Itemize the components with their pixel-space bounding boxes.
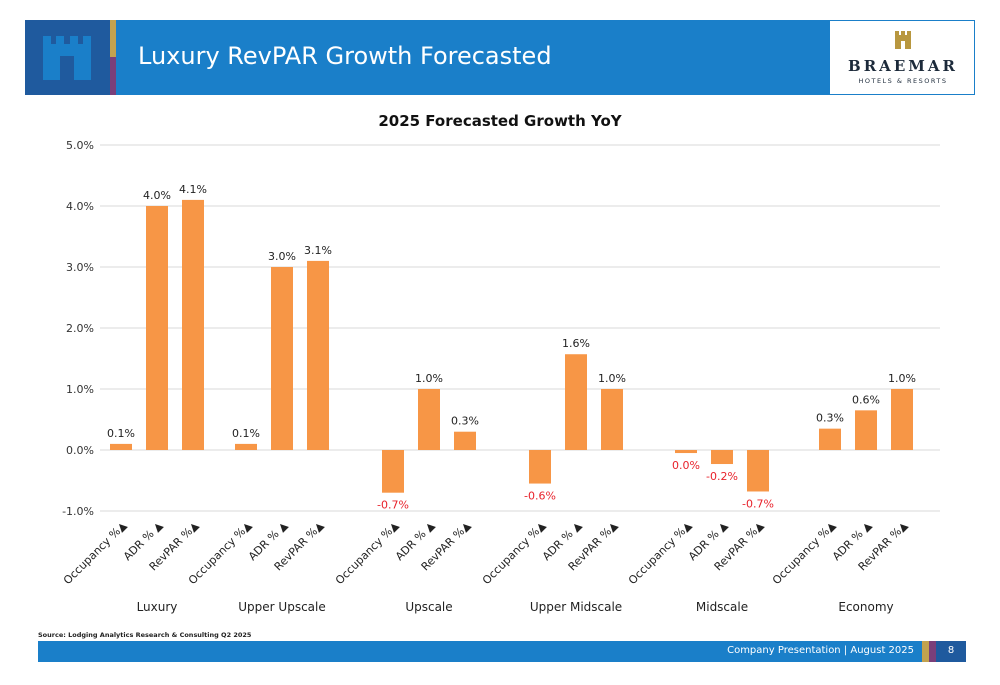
bar (382, 450, 404, 493)
data-label: 1.6% (562, 337, 590, 350)
bar (182, 199, 204, 450)
bar (235, 443, 257, 450)
data-label: 0.0% (672, 459, 700, 472)
source-note: Source: Lodging Analytics Research & Con… (38, 631, 252, 639)
bar (601, 389, 623, 450)
slide-header: Luxury RevPAR Growth Forecasted BRAEMAR … (25, 20, 975, 95)
bar (565, 354, 587, 450)
group-label: Midscale (696, 600, 748, 614)
footer-purple-stripe (929, 641, 936, 662)
data-label: 0.1% (107, 427, 135, 440)
bar (454, 431, 476, 450)
header-icon-box (25, 20, 110, 95)
data-label: 4.1% (179, 183, 207, 196)
data-label: 0.1% (232, 427, 260, 440)
bar (146, 206, 168, 450)
y-tick-label: 1.0% (66, 383, 94, 396)
logo-subtitle: HOTELS & RESORTS (858, 77, 948, 85)
data-label: -0.7% (742, 497, 774, 510)
x-tick-label: Occupancy %▲ (480, 519, 549, 588)
group-label: Economy (838, 600, 893, 614)
data-label: 4.0% (143, 189, 171, 202)
footer-bar: Company Presentation | August 2025 (38, 641, 922, 662)
bar (529, 450, 551, 484)
x-tick-label: Occupancy %▲ (626, 519, 695, 588)
bar (819, 428, 841, 450)
footer-text: Company Presentation | August 2025 (727, 645, 914, 656)
bar (855, 410, 877, 450)
group-label: Upper Upscale (238, 600, 325, 614)
group-label: Upscale (405, 600, 452, 614)
castle-icon (43, 36, 91, 80)
x-tick-label: Occupancy %▲ (61, 519, 130, 588)
group-label: Upper Midscale (530, 600, 622, 614)
data-label: 3.0% (268, 250, 296, 263)
data-label: -0.6% (524, 490, 556, 503)
x-tick-label: Occupancy %▲ (333, 519, 402, 588)
y-tick-label: 4.0% (66, 200, 94, 213)
data-label: 1.0% (888, 372, 916, 385)
data-label: 0.3% (816, 412, 844, 425)
y-tick-label: -1.0% (62, 505, 94, 518)
footer-gold-stripe (922, 641, 929, 662)
bar (418, 389, 440, 450)
y-tick-label: 0.0% (66, 444, 94, 457)
logo-name: BRAEMAR (848, 57, 958, 75)
bar (891, 389, 913, 450)
logo-castle-icon (895, 31, 911, 49)
company-logo: BRAEMAR HOTELS & RESORTS (829, 20, 975, 95)
bar (271, 267, 293, 450)
bar (711, 450, 733, 465)
bar (675, 450, 697, 454)
y-tick-label: 3.0% (66, 261, 94, 274)
x-tick-label: Occupancy %▲ (770, 519, 839, 588)
data-label: 1.0% (415, 372, 443, 385)
page-number: 8 (947, 645, 955, 656)
data-label: -0.2% (706, 470, 738, 483)
group-label: Luxury (137, 600, 178, 614)
data-label: 0.3% (451, 415, 479, 428)
data-label: 1.0% (598, 372, 626, 385)
data-label: 3.1% (304, 244, 332, 257)
data-label: -0.7% (377, 499, 409, 512)
y-tick-label: 2.0% (66, 322, 94, 335)
data-label: 0.6% (852, 393, 880, 406)
y-tick-label: 5.0% (66, 139, 94, 152)
page-number-box: 8 (936, 641, 966, 662)
bar (307, 260, 329, 450)
header-purple-stripe (110, 57, 116, 95)
header-title-bar: Luxury RevPAR Growth Forecasted (116, 20, 829, 95)
bar-chart: -1.0% 0.0% 1.0% 2.0% 3.0% 4.0% 5.0% 0.1% Occupan… (61, 139, 940, 614)
header-gold-stripe (110, 20, 116, 57)
chart-title: 2025 Forecasted Growth YoY (378, 112, 622, 130)
bar (110, 443, 132, 450)
chart-area: 2025 Forecasted Growth YoY -1.0% 0.0% 1.0%… (0, 100, 1000, 625)
slide-title: Luxury RevPAR Growth Forecasted (138, 42, 552, 70)
bar (747, 450, 769, 492)
